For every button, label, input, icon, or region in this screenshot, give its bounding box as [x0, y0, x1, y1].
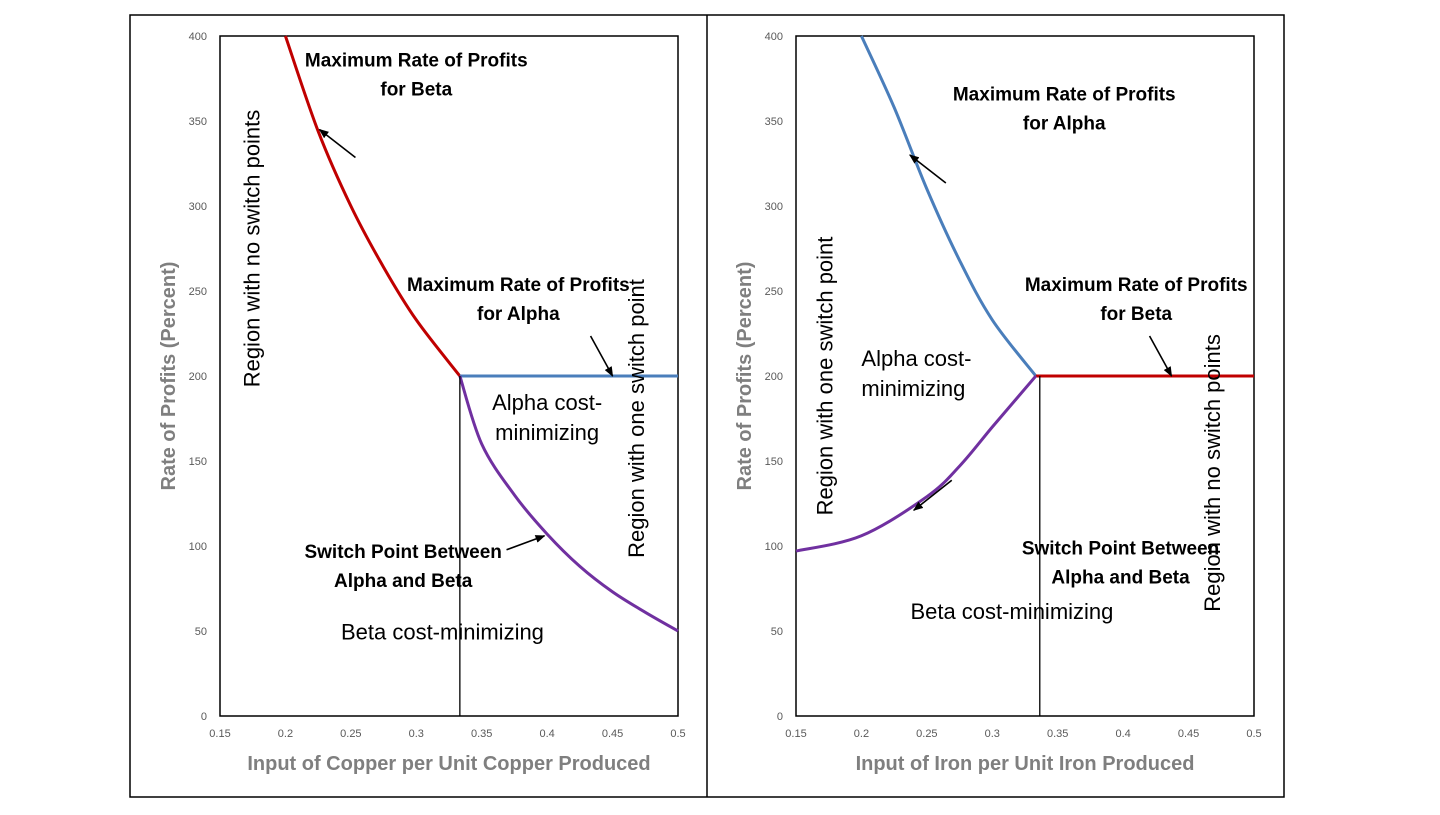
y-tick-label: 300	[765, 201, 783, 213]
annotation-label: Alpha and Beta	[334, 571, 473, 592]
y-tick-label: 250	[189, 286, 207, 298]
y-tick-label: 250	[765, 286, 783, 298]
x-tick-label: 0.5	[670, 728, 685, 740]
annotation-label: Maximum Rate of Profits	[407, 275, 630, 296]
x-tick-label: 0.2	[278, 728, 293, 740]
y-tick-label: 50	[195, 626, 207, 638]
series-line	[860, 35, 1038, 377]
x-tick-label: 0.45	[602, 728, 623, 740]
x-tick-label: 0.15	[785, 728, 806, 740]
region-label: Region with one switch point	[624, 279, 649, 558]
x-axis-title: Input of Copper per Unit Copper Produced	[247, 753, 650, 775]
y-axis-title: Rate of Profits (Percent)	[734, 262, 756, 491]
annotation-arrow	[318, 128, 356, 159]
x-tick-label: 0.4	[1115, 728, 1130, 740]
y-tick-label: 350	[189, 116, 207, 128]
y-tick-label: 0	[201, 711, 207, 723]
y-tick-label: 100	[189, 541, 207, 553]
x-tick-label: 0.3	[409, 728, 424, 740]
region-label: Region with one switch point	[813, 237, 838, 516]
annotation-label: Switch Point Between	[1022, 539, 1219, 560]
x-tick-label: 0.2	[854, 728, 869, 740]
y-tick-label: 300	[189, 201, 207, 213]
series-line	[795, 375, 1038, 553]
annotation-label: for Beta	[1100, 304, 1172, 325]
annotation-label: Maximum Rate of Profits	[953, 85, 1176, 106]
y-tick-label: 200	[189, 371, 207, 383]
chart-iron: 0.15 0.2 0.25 0.3 0.35 0.4 0.45 0.5 0 50 100 150 200…	[734, 31, 1262, 775]
y-tick-label: 150	[189, 456, 207, 468]
x-tick-label: 0.35	[471, 728, 492, 740]
x-tick-label: 0.5	[1246, 728, 1261, 740]
annotation-label: Maximum Rate of Profits	[305, 51, 528, 72]
y-axis-title: Rate of Profits (Percent)	[158, 262, 180, 491]
y-tick-label: 100	[765, 541, 783, 553]
region-label: Alpha cost-	[861, 346, 971, 371]
y-tick-label: 150	[765, 456, 783, 468]
series-line	[284, 35, 462, 377]
region-label: Region with no switch points	[1200, 334, 1225, 612]
y-tick-label: 0	[777, 711, 783, 723]
x-tick-label: 0.35	[1047, 728, 1068, 740]
y-tick-label: 400	[765, 31, 783, 43]
region-label: minimizing	[861, 376, 965, 401]
y-tick-label: 400	[189, 31, 207, 43]
x-tick-label: 0.45	[1178, 728, 1199, 740]
annotation-arrow	[909, 154, 947, 184]
x-tick-label: 0.25	[340, 728, 361, 740]
annotation-arrow	[912, 479, 953, 511]
annotation-arrow	[1148, 335, 1173, 377]
x-axis-title: Input of Iron per Unit Iron Produced	[856, 753, 1195, 775]
x-tick-label: 0.15	[209, 728, 230, 740]
x-tick-label: 0.25	[916, 728, 937, 740]
annotation-label: Switch Point Between	[304, 542, 501, 563]
y-tick-label: 200	[765, 371, 783, 383]
annotation-arrow	[589, 335, 614, 377]
annotation-arrow	[506, 535, 546, 551]
y-tick-label: 50	[771, 626, 783, 638]
y-tick-label: 350	[765, 116, 783, 128]
x-tick-label: 0.4	[539, 728, 554, 740]
x-tick-label: 0.3	[985, 728, 1000, 740]
annotation-label: Alpha and Beta	[1051, 568, 1190, 589]
annotation-label: for Alpha	[477, 304, 560, 325]
region-label: Beta cost-minimizing	[910, 599, 1113, 624]
chart-copper: 0.15 0.2 0.25 0.3 0.35 0.4 0.45 0.5 0 50 100 150 200…	[158, 31, 686, 775]
series-line	[458, 375, 679, 633]
region-label: Beta cost-minimizing	[341, 620, 544, 645]
region-label: minimizing	[495, 420, 599, 445]
annotation-label: for Alpha	[1023, 114, 1106, 135]
annotation-label: Maximum Rate of Profits	[1025, 275, 1248, 296]
region-label: Alpha cost-	[492, 390, 602, 415]
annotation-label: for Beta	[380, 80, 452, 101]
region-label: Region with no switch points	[239, 110, 264, 388]
